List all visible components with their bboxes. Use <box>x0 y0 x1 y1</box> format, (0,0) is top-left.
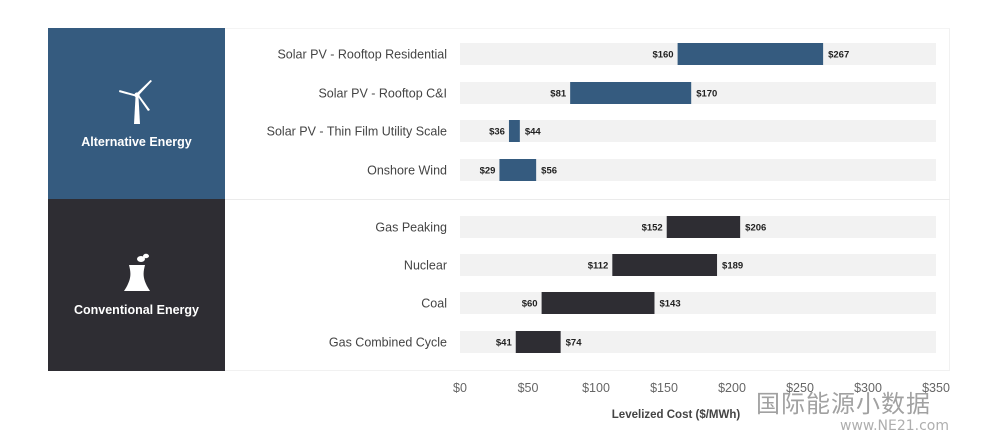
bar-track <box>460 331 936 353</box>
low-value-label: $60 <box>522 299 538 310</box>
row-label: Gas Combined Cycle <box>329 336 447 350</box>
range-bar <box>508 120 520 142</box>
low-value-label: $81 <box>550 89 567 100</box>
conventional-energy-label: Conventional Energy <box>73 303 200 317</box>
watermark-url: www.NE21.com <box>840 418 949 434</box>
range-bar <box>515 331 561 353</box>
x-tick-label: $0 <box>453 381 467 395</box>
low-value-label: $29 <box>480 166 496 177</box>
range-bar <box>499 159 537 181</box>
high-value-label: $56 <box>541 166 557 177</box>
low-value-label: $41 <box>496 338 513 349</box>
high-value-label: $189 <box>722 261 743 272</box>
range-bar <box>541 292 655 314</box>
alternative-energy-label: Alternative Energy <box>81 134 192 149</box>
conventional-energy-panel: Conventional Energy <box>48 199 225 371</box>
row-label: Solar PV - Rooftop C&I <box>318 87 447 101</box>
range-bar <box>677 43 824 65</box>
range-bar <box>612 254 718 276</box>
x-tick-label: $250 <box>786 381 814 395</box>
high-value-label: $170 <box>696 89 717 100</box>
high-value-label: $74 <box>566 338 583 349</box>
low-value-label: $112 <box>588 261 609 272</box>
row-label: Gas Peaking <box>375 221 447 235</box>
row-label: Onshore Wind <box>367 164 447 178</box>
low-value-label: $160 <box>652 50 673 61</box>
watermark-text: 国际能源小数据 <box>756 391 931 418</box>
power-plant-icon <box>123 253 150 291</box>
x-tick-label: $300 <box>854 381 882 395</box>
x-tick-label: $100 <box>582 381 610 395</box>
x-axis-title: Levelized Cost ($/MWh) <box>612 409 741 421</box>
high-value-label: $44 <box>525 127 542 138</box>
low-value-label: $36 <box>489 127 505 138</box>
bar-track <box>460 159 936 181</box>
row-label: Coal <box>421 297 447 311</box>
high-value-label: $267 <box>828 50 849 61</box>
group-divider <box>225 199 950 200</box>
range-bar <box>666 216 741 238</box>
x-tick-label: $50 <box>518 381 539 395</box>
x-tick-label: $150 <box>650 381 678 395</box>
row-label: Solar PV - Thin Film Utility Scale <box>267 125 447 139</box>
bar-track <box>460 120 936 142</box>
x-tick-label: $200 <box>718 381 746 395</box>
low-value-label: $152 <box>642 223 663 234</box>
high-value-label: $143 <box>659 299 680 310</box>
wind-turbine-icon <box>118 79 152 124</box>
high-value-label: $206 <box>745 223 766 234</box>
row-label: Solar PV - Rooftop Residential <box>277 48 447 62</box>
x-tick-label: $350 <box>922 381 950 395</box>
row-label: Nuclear <box>404 259 447 273</box>
alternative-energy-panel: Alternative Energy <box>48 28 225 199</box>
range-bar <box>570 82 692 104</box>
